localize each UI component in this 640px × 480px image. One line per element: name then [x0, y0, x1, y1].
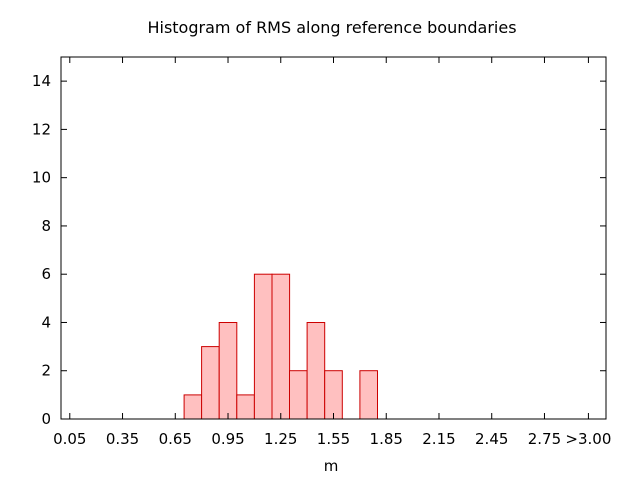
x-tick-label: 0.65: [159, 430, 192, 448]
y-tick-label: 8: [41, 217, 51, 235]
x-tick-label: 0.35: [106, 430, 139, 448]
histogram-bar: [324, 370, 343, 420]
tick-labels-group: 0 2 4 6 8 10 12 14 0.05 0.35 0.65 0.95 1.25 1.55 1.85 2…: [32, 72, 611, 448]
histogram-bar: [271, 273, 291, 420]
y-tick-label: 14: [32, 72, 51, 90]
x-tick-label: 0.05: [53, 430, 86, 448]
histogram-bar: [306, 322, 326, 420]
y-tick-label: 0: [41, 410, 51, 428]
ticks-group: [61, 57, 606, 420]
histogram-bar: [289, 370, 308, 420]
histogram-bar: [218, 322, 238, 420]
y-tick-label: 6: [41, 265, 51, 283]
x-tick-label: 2.45: [475, 430, 508, 448]
x-tick-label: 1.55: [317, 430, 350, 448]
histogram-bar: [201, 346, 220, 420]
histogram-bar: [236, 394, 255, 420]
y-tick-label: 4: [41, 313, 51, 331]
histogram-bar: [183, 394, 203, 420]
x-tick-label: 2.15: [422, 430, 455, 448]
y-tick-label: 10: [32, 169, 51, 187]
histogram-bar: [359, 370, 378, 420]
x-tick-label: >3.00: [565, 430, 611, 448]
x-tick-label: 1.25: [264, 430, 297, 448]
chart-title: Histogram of RMS along reference boundar…: [147, 18, 516, 37]
x-tick-label: 2.75: [528, 430, 561, 448]
plot-frame: [60, 56, 607, 420]
histogram-bar: [253, 273, 273, 420]
x-axis-label: m: [324, 457, 339, 475]
x-tick-label: 0.95: [211, 430, 244, 448]
y-tick-label: 2: [41, 362, 51, 380]
x-tick-label: 1.85: [370, 430, 403, 448]
bars-group: [183, 273, 378, 420]
y-tick-label: 12: [32, 120, 51, 138]
